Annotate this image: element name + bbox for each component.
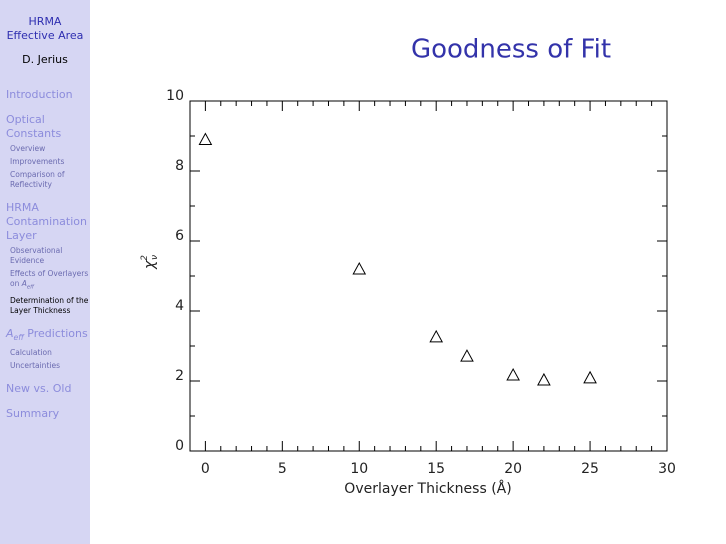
nav-text: Calculation: [10, 347, 52, 357]
x-tick-label: 15: [427, 461, 445, 477]
nav-line: Effects of Overlayers: [10, 269, 90, 279]
title-line: Effective Area: [6, 29, 84, 42]
nav-item: Determination of the Layer Thickness: [10, 296, 90, 316]
point: [506, 368, 520, 381]
nav-text: Overview: [10, 144, 46, 153]
nav-line: Evidence: [10, 256, 90, 266]
nav-line: Uncertainties: [10, 361, 90, 371]
x-tick-label: 30: [658, 461, 676, 477]
nav-line: HRMA: [6, 201, 90, 215]
y-tick-label: 0: [175, 438, 184, 454]
y-label-sub: ν: [150, 255, 160, 260]
nav-item: Uncertainties: [10, 361, 90, 371]
nav-text: Optical: [6, 113, 45, 126]
nav-text: Uncertainties: [10, 360, 60, 370]
y-tick-label: 8: [175, 158, 184, 174]
nav-italic: A: [6, 326, 14, 340]
nav-text: Evidence: [10, 256, 45, 265]
nav-line: Calculation: [10, 348, 90, 358]
nav-line: Summary: [6, 407, 90, 421]
nav-item: Calculation: [10, 348, 90, 358]
nav-section: HRMA Contamination Layer: [6, 201, 90, 243]
x-tick-label: 0: [201, 461, 210, 477]
x-tick-label: 5: [278, 461, 287, 477]
nav-items: Overview Improvements Comparison of Reflect…: [0, 144, 90, 190]
x-tick-label: 25: [581, 461, 599, 477]
nav-text: Predictions: [23, 326, 88, 340]
nav-text: Effects of Overlayers: [10, 269, 89, 278]
nav-text: on: [10, 279, 22, 288]
nav-line: Observational: [10, 246, 90, 256]
nav-item: Observational Evidence: [10, 246, 90, 266]
nav-sub: eff: [13, 332, 24, 342]
navigation: Introduction Optical Constants Overview Impr…: [0, 88, 90, 421]
y-tick-label: 10: [166, 88, 184, 104]
chart-title: Goodness of Fit: [411, 35, 611, 65]
nav-item: Overview: [10, 144, 90, 154]
point: [429, 329, 444, 343]
nav-line: Optical: [6, 113, 90, 127]
nav-section: Optical Constants: [6, 113, 90, 141]
nav-line: Aeff Predictions: [6, 327, 90, 345]
sidebar: HRMA Effective Area D. Jerius Introductio…: [0, 0, 90, 544]
point: [198, 132, 213, 145]
nav-text: Reflectivity: [10, 180, 52, 189]
nav-items: Observational Evidence Effects of Overlaye…: [0, 246, 90, 316]
nav-text: HRMA: [6, 201, 39, 214]
x-tick-label: 20: [504, 461, 522, 477]
nav-line: Comparison of: [10, 170, 90, 180]
y-axis-label: χ2ν: [140, 255, 160, 270]
author: D. Jerius: [22, 53, 68, 66]
nav-section: Aeff Predictions: [6, 327, 90, 345]
point: [352, 261, 367, 275]
nav-text: Layer: [6, 229, 37, 242]
nav-text: Contamination: [6, 215, 87, 228]
nav-section: Introduction: [6, 88, 90, 102]
point: [537, 372, 551, 386]
x-axis-label: Overlayer Thickness (Å): [344, 480, 511, 497]
nav-line: on Aeff: [10, 279, 90, 293]
nav-item: Improvements: [10, 157, 90, 167]
nav-line: Overview: [10, 144, 90, 154]
nav-italic: A: [21, 279, 27, 288]
point: [460, 349, 474, 362]
point: [583, 370, 597, 384]
nav-line: Introduction: [6, 88, 90, 102]
nav-section: New vs. Old: [6, 382, 90, 396]
nav-section: Summary: [6, 407, 90, 421]
nav-text: New vs. Old: [6, 381, 72, 395]
nav-line: Constants: [6, 127, 90, 141]
sidebar-title: HRMA Effective Area: [0, 15, 90, 43]
nav-line: Layer: [6, 229, 90, 243]
nav-text: Constants: [6, 127, 62, 140]
nav-line: Layer Thickness: [10, 306, 90, 316]
y-label-sup: 2: [140, 255, 150, 261]
nav-text: Layer Thickness: [10, 305, 71, 315]
y-label-main: χ: [142, 260, 158, 270]
nav-line: Improvements: [10, 157, 90, 167]
nav-text: Improvements: [10, 157, 65, 166]
title-line: HRMA: [28, 15, 62, 28]
y-tick-label: 2: [175, 368, 184, 384]
nav-item: Comparison of Reflectivity: [10, 170, 90, 190]
nav-line: Reflectivity: [10, 180, 90, 190]
nav-line: New vs. Old: [6, 382, 90, 396]
nav-text: Determination of the: [10, 295, 89, 305]
nav-sub: eff: [26, 284, 34, 291]
y-tick-label: 6: [175, 228, 184, 244]
y-tick-label: 4: [175, 298, 184, 314]
x-tick-label: 10: [350, 461, 368, 477]
nav-text: Introduction: [6, 88, 73, 101]
nav-line: Contamination: [6, 215, 90, 229]
nav-text: Comparison of: [10, 170, 65, 179]
nav-text: Summary: [6, 406, 60, 420]
plot-frame: [189, 100, 668, 452]
nav-line: Determination of the: [10, 296, 90, 306]
nav-items: Calculation Uncertainties: [0, 348, 90, 371]
nav-text: Observational: [10, 246, 63, 255]
nav-item: Effects of Overlayers on Aeff: [10, 269, 90, 293]
